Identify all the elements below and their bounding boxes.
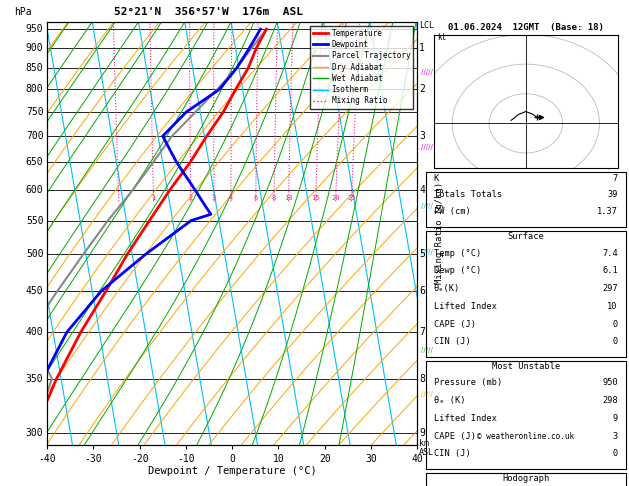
Text: 0: 0 [613,319,618,329]
Text: 0: 0 [613,450,618,458]
Text: Temp (°C): Temp (°C) [434,248,481,258]
Text: 850: 850 [26,63,43,73]
Text: 52°21'N  356°57'W  176m  ASL: 52°21'N 356°57'W 176m ASL [114,7,303,17]
Text: 500: 500 [26,249,43,259]
Text: 1.37: 1.37 [597,208,618,216]
Text: 25: 25 [347,195,355,201]
Text: 7: 7 [613,174,618,183]
Text: 3: 3 [419,131,425,141]
Text: 8: 8 [272,195,276,201]
Text: 7.4: 7.4 [602,248,618,258]
Text: Totals Totals: Totals Totals [434,190,502,199]
Text: 300: 300 [26,428,43,438]
Text: 9: 9 [613,414,618,423]
Text: 3: 3 [613,432,618,441]
Text: /////: ///// [421,249,433,255]
Bar [426,472,626,486]
Legend: Temperature, Dewpoint, Parcel Trajectory, Dry Adiabat, Wet Adiabat, Isotherm, Mi: Temperature, Dewpoint, Parcel Trajectory… [309,26,413,108]
Text: 2: 2 [189,195,193,201]
Text: 5: 5 [419,249,425,259]
Text: hPa: hPa [14,7,31,17]
Text: 900: 900 [26,43,43,53]
Text: 550: 550 [26,216,43,226]
Text: CIN (J): CIN (J) [434,450,470,458]
Text: 750: 750 [26,107,43,117]
Text: 650: 650 [26,157,43,167]
Text: 700: 700 [26,131,43,141]
Text: 7: 7 [419,327,425,337]
Text: 10: 10 [608,302,618,311]
Text: Hodograph: Hodograph [502,474,550,483]
Text: Pressure (mb): Pressure (mb) [434,378,502,387]
Text: 2: 2 [419,85,425,94]
Text: 8: 8 [419,374,425,384]
Text: Most Unstable: Most Unstable [492,362,560,371]
Text: 6.1: 6.1 [602,266,618,275]
Text: Surface: Surface [508,232,544,241]
Text: 0: 0 [613,337,618,347]
Text: 298: 298 [602,396,618,405]
Text: 297: 297 [602,284,618,293]
Text: /////: ///// [421,347,433,353]
Text: 3: 3 [212,195,216,201]
Text: 9: 9 [419,428,425,438]
Text: 1: 1 [419,43,425,53]
Text: 800: 800 [26,85,43,94]
Text: 4: 4 [229,195,233,201]
Text: LCL: LCL [419,21,434,30]
Bar [426,361,626,469]
Text: 350: 350 [26,374,43,384]
Text: © weatheronline.co.uk: © weatheronline.co.uk [477,433,574,441]
Text: 6: 6 [253,195,258,201]
Bar [426,172,626,227]
Text: θₑ(K): θₑ(K) [434,284,460,293]
Text: CAPE (J): CAPE (J) [434,319,476,329]
Text: /////: ///// [421,203,433,208]
Text: 4: 4 [419,185,425,195]
Text: CAPE (J): CAPE (J) [434,432,476,441]
Text: 950: 950 [602,378,618,387]
Text: Mixing Ratio (g/kg): Mixing Ratio (g/kg) [435,182,444,284]
Text: /////: ///// [421,69,433,75]
Text: /////: ///// [421,391,433,397]
Text: km
ASL: km ASL [419,439,434,457]
Text: 6: 6 [419,286,425,296]
Text: θₑ (K): θₑ (K) [434,396,465,405]
Text: 01.06.2024  12GMT  (Base: 18): 01.06.2024 12GMT (Base: 18) [448,23,604,32]
Text: CIN (J): CIN (J) [434,337,470,347]
Text: 1: 1 [152,195,155,201]
Text: 400: 400 [26,327,43,337]
Text: Lifted Index: Lifted Index [434,414,497,423]
Text: PW (cm): PW (cm) [434,208,470,216]
Text: 10: 10 [284,195,292,201]
Text: /////: ///// [421,144,433,150]
Text: 39: 39 [608,190,618,199]
Text: 450: 450 [26,286,43,296]
Text: 20: 20 [331,195,340,201]
Text: Dewp (°C): Dewp (°C) [434,266,481,275]
Text: 15: 15 [311,195,320,201]
Text: K: K [434,174,439,183]
Text: Lifted Index: Lifted Index [434,302,497,311]
Text: 950: 950 [26,24,43,34]
Text: 600: 600 [26,185,43,195]
X-axis label: Dewpoint / Temperature (°C): Dewpoint / Temperature (°C) [148,467,316,476]
Bar [426,231,626,357]
